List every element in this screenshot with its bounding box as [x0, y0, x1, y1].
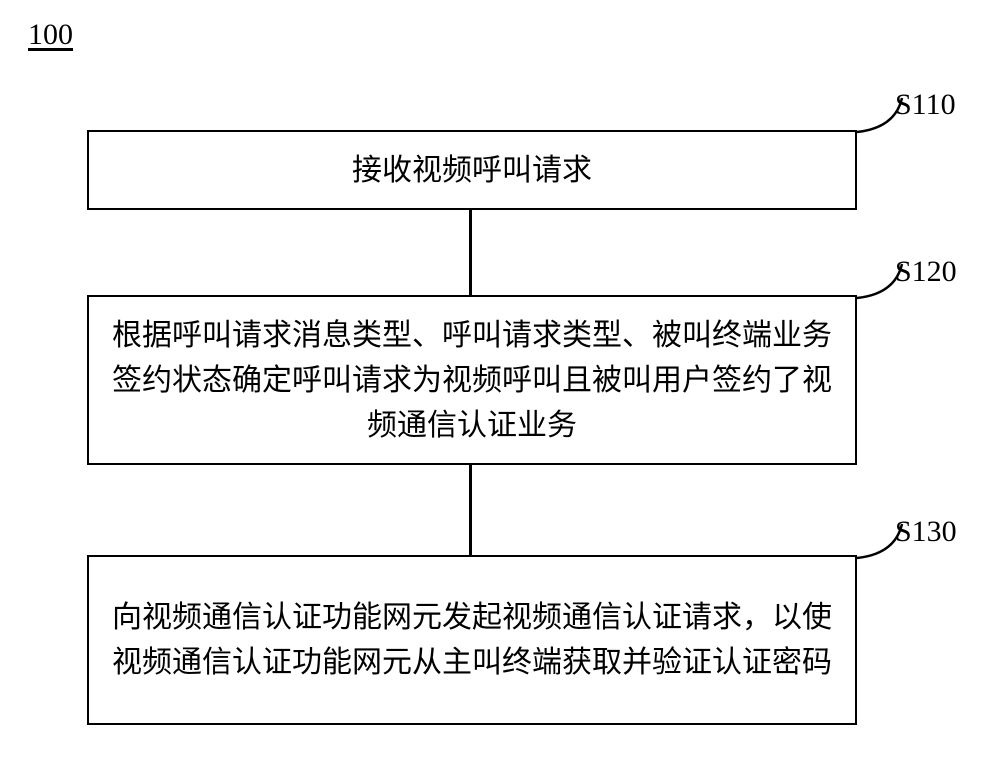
- callout-curve-s110: [853, 94, 906, 136]
- flow-step-s130: 向视频通信认证功能网元发起视频通信认证请求，以使视频通信认证功能网元从主叫终端获…: [87, 555, 857, 725]
- flowchart-canvas: 100 接收视频呼叫请求 S110 根据呼叫请求消息类型、呼叫请求类型、被叫终端…: [0, 0, 1000, 774]
- flow-step-s110: 接收视频呼叫请求: [87, 130, 857, 210]
- flow-step-s120-text: 根据呼叫请求消息类型、呼叫请求类型、被叫终端业务签约状态确定呼叫请求为视频呼叫且…: [109, 313, 835, 448]
- flow-step-s130-text: 向视频通信认证功能网元发起视频通信认证请求，以使视频通信认证功能网元从主叫终端获…: [109, 595, 835, 685]
- figure-number-label: 100: [28, 18, 73, 52]
- connector-s110-s120: [469, 210, 472, 295]
- connector-s120-s130: [469, 465, 472, 555]
- callout-curve-s120: [853, 260, 906, 302]
- flow-step-s120: 根据呼叫请求消息类型、呼叫请求类型、被叫终端业务签约状态确定呼叫请求为视频呼叫且…: [87, 295, 857, 465]
- flow-step-s110-text: 接收视频呼叫请求: [352, 148, 592, 193]
- callout-curve-s130: [853, 520, 906, 562]
